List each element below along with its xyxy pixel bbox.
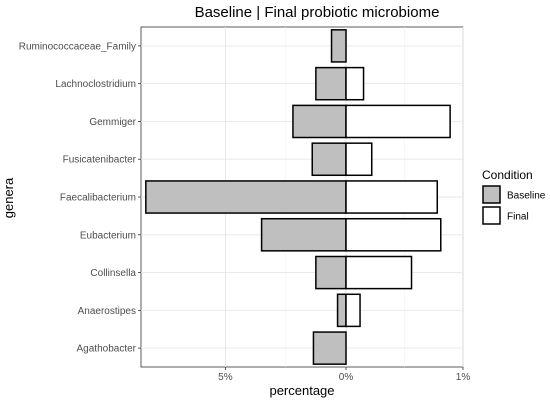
bar-final-lachnoclostridium [345, 66, 365, 101]
y-axis-ticks: Ruminococcaceae_Family Lachnoclostridium G… [19, 41, 141, 355]
x-tick-label: 5% [218, 372, 233, 383]
y-axis-title: genera [1, 177, 16, 218]
y-tick-label: Agathobacter [77, 344, 137, 355]
y-tick-label: Collinsella [90, 268, 136, 279]
x-tick-label: 1% [456, 372, 471, 383]
bar-baseline-gemmiger [292, 104, 347, 139]
bar-baseline-agathobacter [312, 331, 347, 365]
legend-label-final: Final [507, 212, 529, 223]
bar-final-gemmiger [345, 104, 451, 139]
legend: Condition Baseline Final [482, 168, 546, 225]
x-axis-title: percentage [269, 383, 334, 398]
y-tick-label: Faecalibacterium [60, 193, 136, 204]
bar-baseline-collinsella [315, 255, 347, 290]
bar-baseline-lachnoclostridium [315, 66, 347, 101]
bars [145, 29, 451, 365]
y-tick-label: Ruminococcaceae_Family [19, 41, 136, 52]
bar-final-collinsella [345, 255, 413, 290]
bar-baseline-faecalibacterium [145, 180, 347, 214]
x-tick-label: 0% [339, 372, 354, 383]
legend-title: Condition [482, 168, 533, 182]
y-tick-label: Lachnoclostridium [55, 79, 136, 90]
y-tick-label: Eubacterium [80, 230, 136, 241]
y-tick-label: Gemmiger [89, 117, 136, 128]
bar-final-eubacterium [345, 217, 442, 252]
legend-label-baseline: Baseline [507, 191, 546, 202]
bar-final-fusicatenibacter [345, 142, 373, 177]
x-axis-ticks: 5% 0% 1% [218, 367, 470, 383]
y-tick-label: Anaerostipes [78, 306, 136, 317]
bar-baseline-fusicatenibacter [311, 142, 347, 177]
bar-baseline-ruminococcaceae_family [330, 29, 347, 63]
legend-key-final [482, 206, 501, 225]
bar-final-anaerostipes [345, 293, 361, 328]
y-tick-label: Fusicatenibacter [63, 155, 137, 166]
legend-key-baseline [482, 185, 501, 204]
chart-title: Baseline | Final probiotic microbiome [195, 4, 440, 21]
bar-final-faecalibacterium [345, 180, 439, 214]
bar-baseline-eubacterium [260, 217, 347, 252]
bar-baseline-anaerostipes [336, 293, 347, 328]
